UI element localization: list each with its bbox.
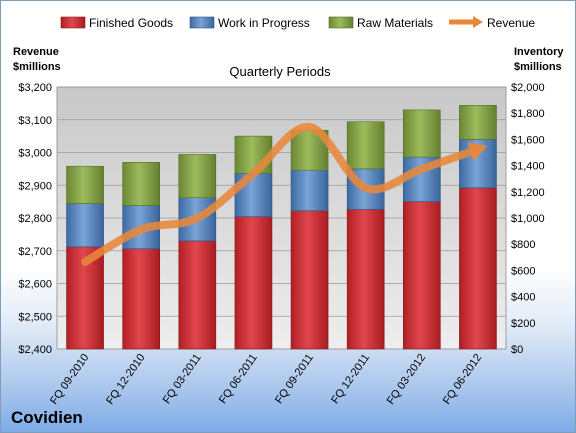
left-tick-label: $3,000 [18,148,52,160]
bar-finished-goods [402,201,441,350]
right-tick-label: $1,400 [511,161,545,173]
legend-label: Raw Materials [357,16,433,30]
x-tick-label: FQ 12-2010 [104,352,148,407]
left-axis-ticks: $2,400 $2,500 $2,600 $2,700 $2,800 $2,900 $3,0… [18,82,52,356]
revenue-arrowhead [467,142,488,162]
legend-item-work-in-progress: Work in Progress [189,16,310,30]
bar-raw-materials [459,105,497,140]
left-tick-label: $2,500 [18,311,52,323]
x-axis-ticks: FQ 09-2010 FQ 12-2010 FQ 03-2011 FQ 06-2011… [48,352,484,407]
bar-finished-goods [234,216,273,350]
bar-stack [178,154,217,350]
legend-label: Finished Goods [89,16,173,30]
revenue-layer [81,122,488,266]
left-axis-title-line2: $millions [13,61,61,73]
right-tick-label: $200 [511,318,535,330]
right-tick-label: $400 [511,292,535,304]
right-tick-label: $1,800 [511,108,545,120]
right-axis-title-line2: $millions [514,61,562,73]
legend-label: Revenue [487,16,535,30]
x-tick-label: FQ 09-2011 [273,352,316,406]
bar-stack [459,105,497,350]
bar-work-in-progress [290,169,329,212]
bar-stack [234,135,273,350]
revenue-line [81,122,482,266]
bar-finished-goods [290,210,329,350]
left-tick-label: $2,800 [18,213,52,225]
bar-stack [290,129,329,350]
bar-finished-goods [122,248,161,350]
x-tick-label: FQ 03-2011 [161,352,204,406]
bar-stack [346,121,385,350]
legend-label: Work in Progress [218,16,310,30]
legend-item-raw-materials: Raw Materials [328,16,433,30]
left-tick-label: $2,600 [18,279,52,291]
left-tick-label: $2,900 [18,180,52,192]
bar-raw-materials [178,154,217,198]
chart-title: Quarterly Periods [229,64,331,79]
right-tick-label: $1,600 [511,134,545,146]
x-tick-label: FQ 12-2011 [329,352,372,406]
x-tick-label: FQ 09-2010 [48,352,92,407]
right-axis-title-line1: Inventory [514,46,564,58]
left-tick-label: $3,200 [18,82,52,94]
right-tick-label: $600 [511,265,535,277]
left-tick-label: $2,400 [18,344,52,356]
bar-raw-materials [122,162,161,206]
right-axis-ticks: $0 $200 $400 $600 $800 $1,000 $1,200 $1,400 $1,6… [511,82,545,356]
legend-item-finished-goods: Finished Goods [60,16,173,30]
x-tick-label: FQ 03-2012 [385,352,429,407]
company-name: Covidien [11,408,83,427]
bar-raw-materials [346,121,385,170]
right-tick-label: $2,000 [511,82,545,94]
left-tick-label: $3,100 [18,115,52,127]
right-tick-label: $1,000 [511,213,545,225]
bar-finished-goods [346,209,385,350]
right-tick-label: $0 [511,344,523,356]
bar-raw-materials [402,109,441,158]
bar-stack [122,162,161,350]
right-tick-label: $800 [511,239,535,251]
bar-raw-materials [66,165,104,204]
left-axis-title-line1: Revenue [13,46,59,58]
bar-work-in-progress [66,203,104,248]
x-tick-label: FQ 06-2012 [441,352,485,407]
bar-finished-goods [459,187,497,350]
left-tick-label: $2,700 [18,246,52,258]
legend-item-revenue: Revenue [449,16,535,30]
x-tick-label: FQ 06-2011 [217,352,260,406]
right-tick-label: $1,200 [511,187,545,199]
legend: Finished Goods Work in Progress Raw Mate… [60,16,535,30]
bar-stack [402,109,441,350]
bar-finished-goods [178,240,217,350]
